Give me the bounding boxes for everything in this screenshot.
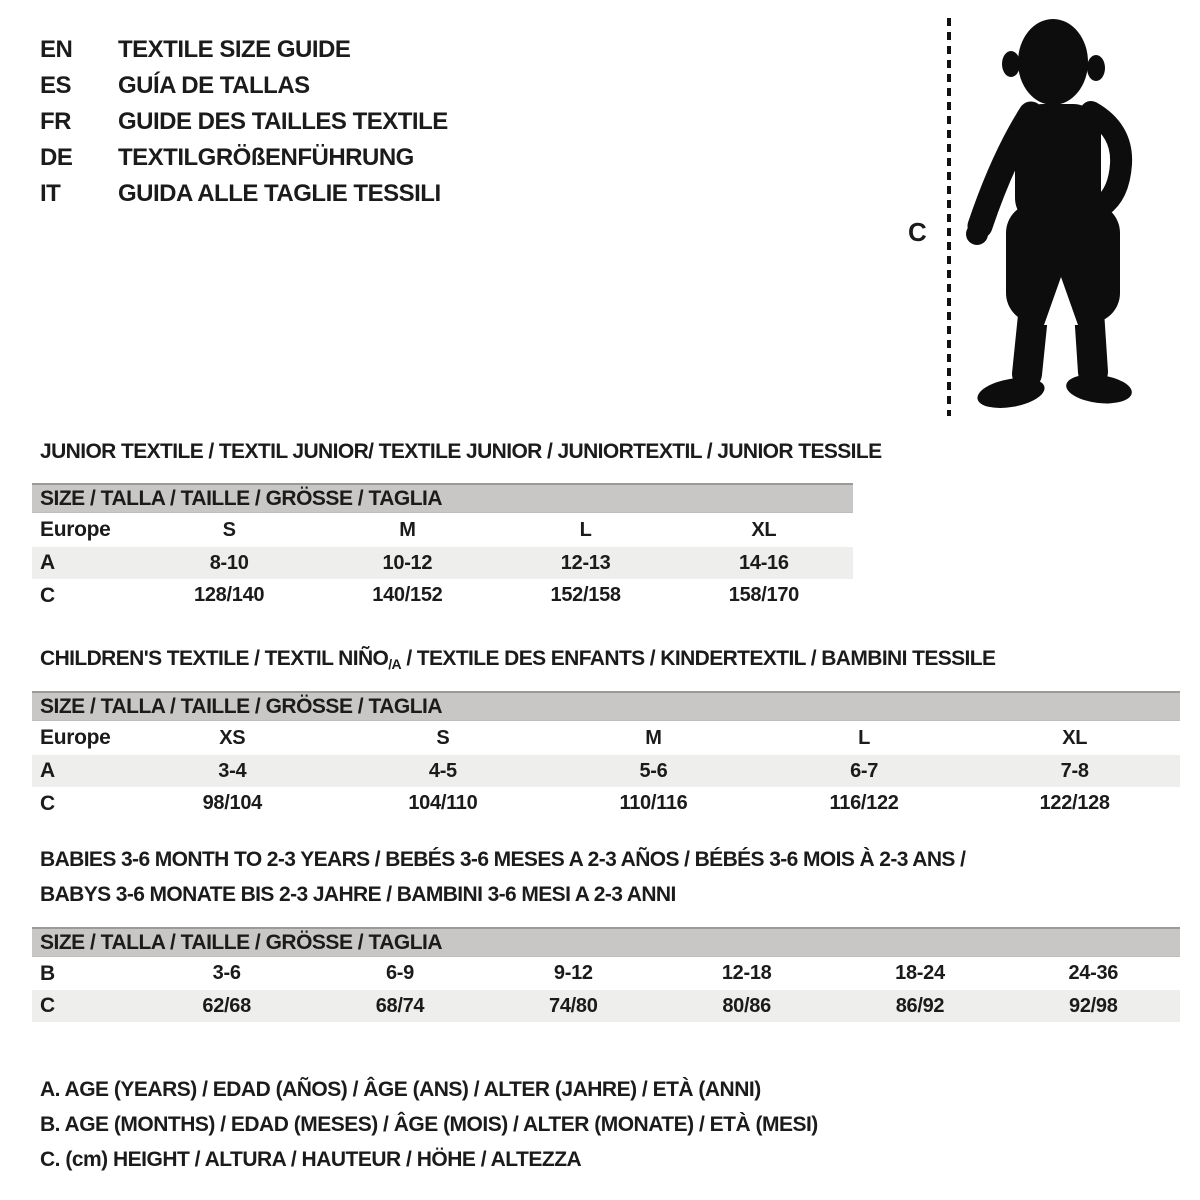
- size-cell: L: [579, 519, 592, 541]
- children-size-table: SIZE / TALLA / TAILLE / GRÖSSE / TAGLIA …: [32, 691, 1180, 820]
- row-label: A: [40, 551, 55, 574]
- size-cell: 6-9: [385, 962, 414, 984]
- size-cell: 158/170: [728, 584, 800, 606]
- size-cell: 62/68: [202, 995, 251, 1017]
- junior-title: JUNIOR TEXTILE / TEXTIL JUNIOR/ TEXTILE …: [40, 440, 882, 463]
- children-row-c: C 98/104 104/110 110/116 116/122 122/128: [32, 787, 1180, 820]
- children-title: CHILDREN'S TEXTILE / TEXTIL NIÑO/A / TEX…: [40, 647, 996, 672]
- size-cell: L: [858, 727, 871, 749]
- measure-legend: A. AGE (YEARS) / EDAD (AÑOS) / ÂGE (ANS)…: [40, 1072, 818, 1177]
- size-cell: 74/80: [549, 995, 598, 1017]
- language-row-it: IT GUIDA ALLE TAGLIE TESSILI: [40, 176, 448, 212]
- language-code-en: EN: [40, 36, 73, 63]
- size-cell: XL: [1062, 727, 1088, 749]
- language-code-es: ES: [40, 72, 72, 99]
- language-row-de: DE TEXTILGRÖßENFÜHRUNG: [40, 140, 448, 176]
- language-code-de: DE: [40, 144, 73, 171]
- row-label: B: [40, 962, 55, 985]
- size-cell: S: [436, 727, 450, 749]
- children-row-a: A 3-4 4-5 5-6 6-7 7-8: [32, 755, 1180, 787]
- junior-row-a: A 8-10 10-12 12-13 14-16: [32, 547, 853, 579]
- language-label-es: GUÍA DE TALLAS: [118, 72, 310, 99]
- size-cell: 86/92: [895, 995, 945, 1017]
- babies-size-table: SIZE / TALLA / TAILLE / GRÖSSE / TAGLIA …: [32, 927, 1180, 1022]
- language-code-it: IT: [40, 180, 61, 207]
- junior-row-c: C 128/140 140/152 152/158 158/170: [32, 579, 853, 612]
- size-cell: 3-4: [218, 760, 247, 782]
- babies-title-line2: BABYS 3-6 MONATE BIS 2-3 JAHRE / BAMBINI…: [40, 883, 676, 906]
- children-title-subscript: /A: [388, 656, 402, 672]
- language-label-de: TEXTILGRÖßENFÜHRUNG: [118, 144, 414, 171]
- language-title-block: EN TEXTILE SIZE GUIDE ES GUÍA DE TALLAS FR…: [40, 32, 448, 212]
- size-cell: 3-6: [212, 962, 241, 984]
- size-cell: 80/86: [722, 995, 771, 1017]
- language-row-fr: FR GUIDE DES TAILLES TEXTILE: [40, 104, 448, 140]
- language-label-fr: GUIDE DES TAILLES TEXTILE: [118, 108, 448, 135]
- junior-size-header-bar: SIZE / TALLA / TAILLE / GRÖSSE / TAGLIA: [32, 483, 853, 513]
- children-title-post: / TEXTILE DES ENFANTS / KINDERTEXTIL / B…: [401, 647, 996, 670]
- size-cell: 140/152: [372, 584, 443, 606]
- size-cell: 128/140: [194, 584, 265, 606]
- size-cell: 12-18: [721, 962, 772, 984]
- language-row-es: ES GUÍA DE TALLAS: [40, 68, 448, 104]
- legend-line-b: B. AGE (MONTHS) / EDAD (MESES) / ÂGE (MO…: [40, 1113, 818, 1136]
- babies-row-b: B 3-6 6-9 9-12 12-18 18-24 24-36: [32, 957, 1180, 990]
- size-cell: XL: [751, 519, 777, 541]
- height-dashed-line: [947, 18, 951, 416]
- junior-row-europe: Europe S M L XL: [32, 513, 853, 547]
- size-cell: XS: [219, 727, 246, 749]
- size-cell: M: [399, 519, 416, 541]
- row-label: C: [40, 994, 55, 1017]
- size-cell: 18-24: [895, 962, 945, 984]
- size-cell: 92/98: [1069, 995, 1118, 1017]
- size-cell: 24-36: [1068, 962, 1119, 984]
- size-cell: 68/74: [375, 995, 425, 1017]
- babies-size-header-bar: SIZE / TALLA / TAILLE / GRÖSSE / TAGLIA: [32, 927, 1180, 957]
- size-cell: 110/116: [619, 792, 688, 814]
- size-cell: 9-12: [553, 962, 593, 984]
- legend-line-a: A. AGE (YEARS) / EDAD (AÑOS) / ÂGE (ANS)…: [40, 1078, 761, 1101]
- size-cell: 14-16: [739, 552, 789, 574]
- row-label: Europe: [40, 726, 111, 749]
- babies-row-c: C 62/68 68/74 74/80 80/86 86/92 92/98: [32, 990, 1180, 1022]
- size-cell: 122/128: [1039, 792, 1111, 814]
- size-cell: 4-5: [428, 760, 457, 782]
- language-row-en: EN TEXTILE SIZE GUIDE: [40, 32, 448, 68]
- language-code-fr: FR: [40, 108, 72, 135]
- row-label: C: [40, 792, 55, 815]
- size-cell: 10-12: [382, 552, 433, 574]
- row-label: C: [40, 584, 55, 607]
- size-cell: 8-10: [209, 552, 249, 574]
- size-cell: 7-8: [1060, 760, 1089, 782]
- junior-size-table: SIZE / TALLA / TAILLE / GRÖSSE / TAGLIA …: [32, 483, 853, 612]
- size-cell: 152/158: [550, 584, 622, 606]
- children-title-pre: CHILDREN'S TEXTILE / TEXTIL NIÑO: [40, 647, 389, 670]
- row-label: A: [40, 759, 55, 782]
- size-cell: S: [222, 519, 236, 541]
- size-cell: 104/110: [408, 792, 478, 814]
- language-label-it: GUIDA ALLE TAGLIE TESSILI: [118, 180, 441, 207]
- size-cell: 116/122: [829, 792, 899, 814]
- legend-line-c: C. (cm) HEIGHT / ALTURA / HAUTEUR / HÖHE…: [40, 1148, 582, 1171]
- size-cell: 12-13: [560, 552, 611, 574]
- size-cell: 98/104: [202, 792, 263, 814]
- size-cell: 5-6: [639, 760, 668, 782]
- children-size-header-bar: SIZE / TALLA / TAILLE / GRÖSSE / TAGLIA: [32, 691, 1180, 721]
- language-label-en: TEXTILE SIZE GUIDE: [118, 36, 351, 63]
- measure-label-c: C: [908, 217, 927, 247]
- size-cell: M: [645, 727, 662, 749]
- size-cell: 6-7: [850, 760, 879, 782]
- children-row-europe: Europe XS S M L XL: [32, 721, 1180, 755]
- toddler-silhouette-icon: [966, 19, 1133, 408]
- babies-title-line1: BABIES 3-6 MONTH TO 2-3 YEARS / BEBÉS 3-…: [40, 848, 966, 871]
- row-label: Europe: [40, 518, 111, 541]
